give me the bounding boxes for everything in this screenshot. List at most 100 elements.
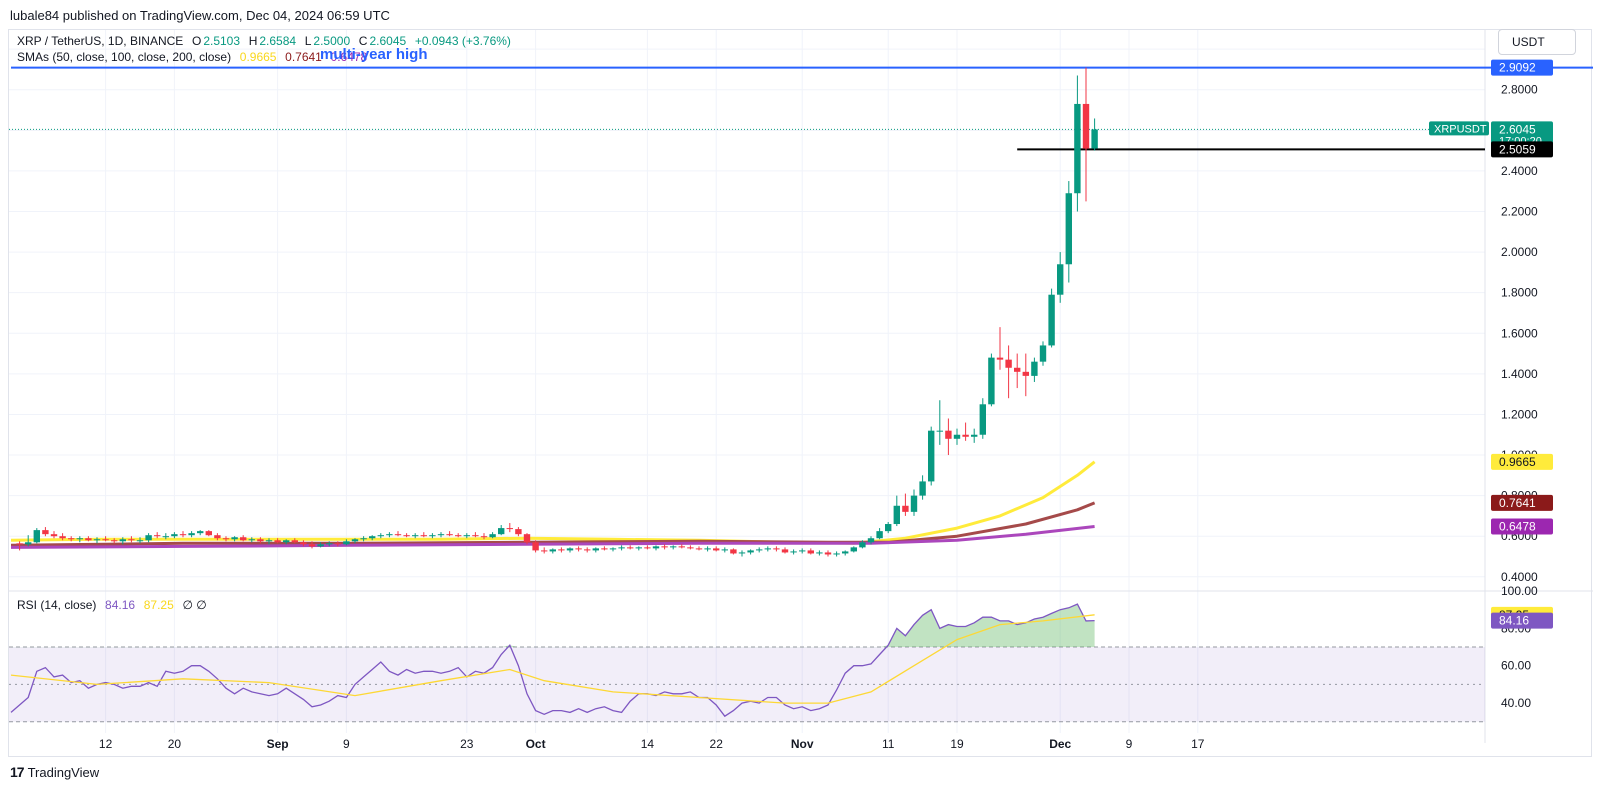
- candle[interactable]: [575, 548, 582, 550]
- candle[interactable]: [824, 552, 832, 555]
- candle[interactable]: [1065, 193, 1072, 265]
- candle[interactable]: [1074, 103, 1081, 194]
- candle[interactable]: [429, 535, 436, 537]
- candle[interactable]: [756, 549, 763, 551]
- candle[interactable]: [171, 534, 178, 537]
- candle[interactable]: [102, 539, 109, 541]
- candle[interactable]: [876, 531, 883, 539]
- candle[interactable]: [16, 543, 23, 545]
- footer-brand[interactable]: 17 TradingView: [10, 764, 99, 780]
- candle[interactable]: [764, 548, 771, 550]
- candle[interactable]: [25, 542, 32, 545]
- candle[interactable]: [1048, 294, 1055, 346]
- candle[interactable]: [489, 534, 496, 538]
- candle[interactable]: [197, 531, 204, 534]
- candle[interactable]: [412, 535, 419, 537]
- candle[interactable]: [652, 546, 660, 549]
- candle[interactable]: [945, 430, 952, 439]
- candle[interactable]: [566, 548, 574, 551]
- candle[interactable]: [1005, 359, 1012, 368]
- candle[interactable]: [799, 550, 806, 552]
- candle[interactable]: [661, 546, 668, 548]
- candle[interactable]: [618, 547, 625, 549]
- candle[interactable]: [541, 550, 548, 552]
- candle[interactable]: [592, 548, 599, 551]
- candle[interactable]: [326, 543, 333, 545]
- candle[interactable]: [885, 524, 892, 532]
- candle[interactable]: [928, 430, 935, 482]
- candle[interactable]: [179, 534, 187, 536]
- candle[interactable]: [627, 547, 634, 549]
- candle[interactable]: [480, 536, 488, 538]
- candle[interactable]: [455, 535, 462, 537]
- candle[interactable]: [1031, 361, 1038, 376]
- candle[interactable]: [360, 538, 367, 540]
- candle[interactable]: [635, 547, 642, 549]
- candle[interactable]: [584, 549, 591, 551]
- candle[interactable]: [257, 539, 264, 542]
- sma-legend[interactable]: SMAs (50, close, 100, close, 200, close)…: [17, 50, 369, 64]
- candle[interactable]: [867, 538, 875, 543]
- candle[interactable]: [59, 536, 66, 539]
- candle[interactable]: [231, 537, 238, 540]
- candle[interactable]: [162, 536, 169, 538]
- candle[interactable]: [472, 535, 479, 537]
- candle[interactable]: [463, 535, 470, 537]
- candle[interactable]: [609, 548, 617, 550]
- candle[interactable]: [988, 357, 995, 405]
- candle[interactable]: [274, 540, 281, 543]
- candle[interactable]: [403, 535, 410, 537]
- candle[interactable]: [558, 549, 565, 551]
- candle[interactable]: [713, 548, 720, 551]
- candle[interactable]: [205, 531, 212, 536]
- multi-year-high-annotation[interactable]: multi-year high: [320, 46, 428, 63]
- candle[interactable]: [859, 542, 866, 548]
- candle[interactable]: [790, 551, 797, 553]
- candle[interactable]: [351, 539, 359, 542]
- rsi-ma-line[interactable]: [10, 614, 1095, 704]
- candle[interactable]: [515, 529, 522, 535]
- candle[interactable]: [76, 538, 83, 540]
- candle[interactable]: [893, 505, 900, 525]
- candle[interactable]: [265, 540, 273, 542]
- candle[interactable]: [145, 535, 152, 541]
- chart-frame[interactable]: 3.00002.80002.60002.40002.20002.00001.80…: [8, 29, 1593, 757]
- candle[interactable]: [1082, 103, 1090, 149]
- candle[interactable]: [222, 538, 230, 540]
- candle[interactable]: [248, 539, 255, 541]
- candle[interactable]: [730, 549, 737, 554]
- candle[interactable]: [1057, 264, 1064, 295]
- rsi-label[interactable]: RSI (14, close): [17, 598, 97, 612]
- candle[interactable]: [721, 549, 728, 551]
- candle[interactable]: [919, 481, 926, 496]
- candle[interactable]: [996, 357, 1004, 360]
- candle[interactable]: [119, 539, 126, 542]
- candle[interactable]: [377, 535, 384, 537]
- candle[interactable]: [695, 548, 703, 550]
- candle[interactable]: [979, 404, 986, 435]
- candle[interactable]: [842, 551, 849, 554]
- candle[interactable]: [42, 530, 49, 535]
- candle[interactable]: [678, 546, 685, 548]
- symbol-title[interactable]: XRP / TetherUS, 1D, BINANCE: [17, 34, 184, 48]
- candle[interactable]: [93, 539, 101, 541]
- candle[interactable]: [50, 534, 58, 537]
- candle[interactable]: [308, 544, 316, 547]
- candle[interactable]: [68, 538, 75, 540]
- candle[interactable]: [498, 528, 505, 535]
- currency-button[interactable]: USDT: [1498, 29, 1576, 55]
- candle[interactable]: [1039, 345, 1047, 362]
- candle[interactable]: [971, 434, 978, 437]
- candle[interactable]: [953, 434, 961, 439]
- candle[interactable]: [154, 535, 161, 537]
- candle[interactable]: [738, 552, 746, 554]
- candle[interactable]: [334, 543, 341, 545]
- candle[interactable]: [506, 528, 513, 530]
- candle[interactable]: [850, 547, 857, 552]
- candle[interactable]: [807, 550, 814, 554]
- candle[interactable]: [523, 534, 531, 543]
- candle[interactable]: [644, 547, 651, 549]
- candle[interactable]: [549, 549, 556, 552]
- candle[interactable]: [936, 430, 943, 432]
- candle[interactable]: [902, 505, 909, 512]
